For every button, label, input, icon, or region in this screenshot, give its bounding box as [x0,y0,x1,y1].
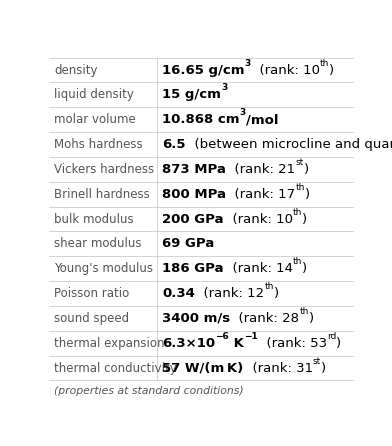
Text: bulk modulus: bulk modulus [54,213,134,226]
Text: 57 W/(m K): 57 W/(m K) [162,362,243,375]
Text: −1: −1 [244,332,258,341]
Text: 3: 3 [240,108,246,117]
Text: ): ) [302,213,307,226]
Text: 800 MPa: 800 MPa [162,188,226,201]
Text: /mol: /mol [246,113,279,126]
Text: molar volume: molar volume [54,113,136,126]
Text: ): ) [303,163,309,176]
Text: (rank: 12: (rank: 12 [195,287,264,300]
Text: 200 GPa: 200 GPa [162,213,224,226]
Text: 15 g/cm: 15 g/cm [162,88,221,101]
Text: −6: −6 [216,332,229,341]
Text: st: st [295,158,303,167]
Text: 6.3×10: 6.3×10 [162,337,216,350]
Text: th: th [299,307,309,316]
Text: ): ) [305,188,310,201]
Text: (rank: 17: (rank: 17 [226,188,296,201]
Text: thermal conductivity: thermal conductivity [54,362,177,375]
Text: th: th [293,207,302,217]
Text: 6.5: 6.5 [162,138,186,151]
Text: ): ) [329,64,334,77]
Text: ): ) [309,312,314,325]
Text: ): ) [321,362,326,375]
Text: Mohs hardness: Mohs hardness [54,138,143,151]
Text: 69 GPa: 69 GPa [162,237,214,250]
Text: (rank: 10: (rank: 10 [224,213,293,226]
Text: 10.868 cm: 10.868 cm [162,113,240,126]
Text: st: st [313,357,321,366]
Text: (properties at standard conditions): (properties at standard conditions) [54,386,244,396]
Text: 186 GPa: 186 GPa [162,262,224,275]
Text: 16.65 g/cm: 16.65 g/cm [162,64,245,77]
Text: Vickers hardness: Vickers hardness [54,163,154,176]
Text: (rank: 10: (rank: 10 [251,64,320,77]
Text: thermal expansion: thermal expansion [54,337,165,350]
Text: th: th [296,183,305,192]
Text: 873 MPa: 873 MPa [162,163,226,176]
Text: ): ) [302,262,307,275]
Text: 3: 3 [221,83,227,92]
Text: (rank: 31: (rank: 31 [243,362,313,375]
Text: ): ) [336,337,341,350]
Text: (between microcline and quartz): (between microcline and quartz) [186,138,392,151]
Text: K: K [229,337,244,350]
Text: th: th [293,257,302,266]
Text: th: th [264,282,274,291]
Text: shear modulus: shear modulus [54,237,142,250]
Text: 3400 m/s: 3400 m/s [162,312,230,325]
Text: density: density [54,64,98,77]
Text: Young's modulus: Young's modulus [54,262,154,275]
Text: Brinell hardness: Brinell hardness [54,188,150,201]
Text: th: th [320,58,329,68]
Text: liquid density: liquid density [54,88,134,101]
Text: rd: rd [327,332,336,341]
Text: 0.34: 0.34 [162,287,195,300]
Text: (rank: 14: (rank: 14 [224,262,293,275]
Text: (rank: 28: (rank: 28 [230,312,299,325]
Text: (rank: 21: (rank: 21 [226,163,295,176]
Text: (rank: 53: (rank: 53 [258,337,327,350]
Text: sound speed: sound speed [54,312,130,325]
Text: 3: 3 [245,58,251,68]
Text: ): ) [274,287,279,300]
Text: Poisson ratio: Poisson ratio [54,287,130,300]
